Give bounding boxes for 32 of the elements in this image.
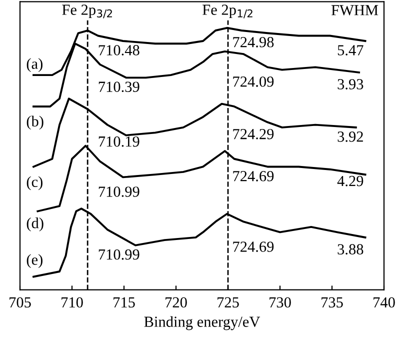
annotation: 5.47 <box>338 45 364 56</box>
annotation: 710.19 <box>98 136 140 147</box>
x-tick-label: 730 <box>270 297 291 308</box>
x-tick-label: 725 <box>218 297 239 308</box>
x-tick-label: 715 <box>114 297 135 308</box>
x-tick-label: 720 <box>166 297 187 308</box>
annotation: 710.99 <box>98 249 140 260</box>
annotation: 3.88 <box>338 244 364 255</box>
annotation: 710.48 <box>98 45 140 56</box>
annotation: 724.09 <box>233 76 274 87</box>
annotation: 724.29 <box>233 128 274 140</box>
annotation: 3.92 <box>338 132 363 142</box>
annotation: (e) <box>26 254 42 268</box>
annotation: (c) <box>26 176 42 190</box>
annotation: 724.69 <box>233 242 274 252</box>
text: FWHM <box>331 5 378 16</box>
ref-line-label: Fe 2p$_{1/2}$ <box>202 4 252 18</box>
x-tick-label: 735 <box>322 297 343 308</box>
annotation: 710.99 <box>98 186 140 197</box>
x-tick-label: 740 <box>374 297 395 308</box>
x-axis-title: Binding energy/eV <box>144 316 260 330</box>
annotation: (b) <box>26 116 44 130</box>
annotation: 724.98 <box>233 36 274 48</box>
annotation: 724.69 <box>233 171 274 182</box>
annotation: (d) <box>26 218 44 232</box>
annotation: 3.93 <box>338 79 364 90</box>
annotation: 710.39 <box>98 82 140 92</box>
x-tick-label: 710 <box>62 297 83 308</box>
x-tick-label: 705 <box>10 297 31 308</box>
annotation: 4.29 <box>337 176 364 186</box>
ref-line-label: Fe 2p$_{3/2}$ <box>62 4 112 18</box>
annotation: (a) <box>26 58 42 72</box>
